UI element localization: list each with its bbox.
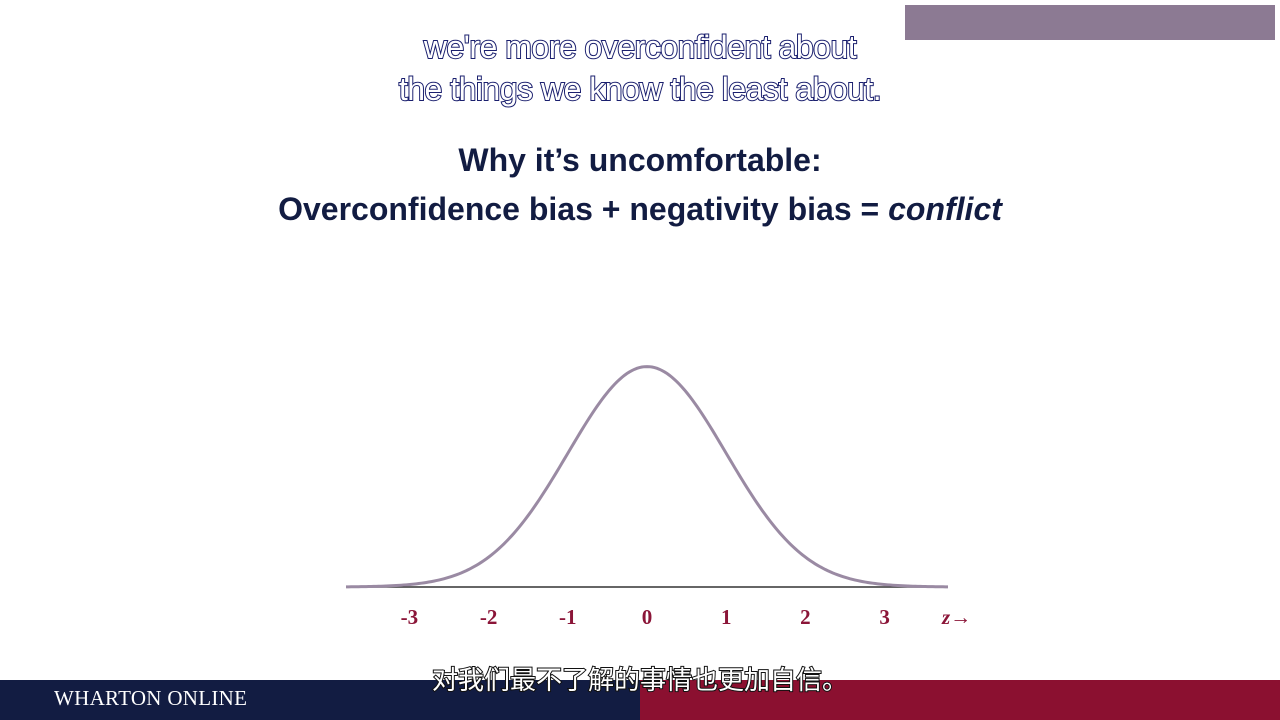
x-tick-label: 1 xyxy=(721,605,732,629)
x-tick-labels: -3 -2 -1 0 1 2 3 xyxy=(401,605,890,629)
density-curve xyxy=(345,365,949,589)
x-axis-label: z→ xyxy=(941,605,971,629)
heading-equation: Overconfidence bias + negativity bias = xyxy=(278,191,889,227)
x-tick-label: 2 xyxy=(800,605,811,629)
x-tick-label: 0 xyxy=(642,605,653,629)
heading-conflict-emphasis: conflict xyxy=(888,191,1002,227)
x-tick-label: 3 xyxy=(879,605,890,629)
x-tick-label: -1 xyxy=(559,605,577,629)
english-subtitle: we're more overconfident about the thing… xyxy=(340,26,940,110)
english-subtitle-line-1: we're more overconfident about xyxy=(423,28,858,66)
slide-heading-line-1: Why it’s uncomfortable: xyxy=(458,142,822,178)
english-subtitle-line-2: the things we know the least about. xyxy=(398,70,883,108)
wharton-online-logo: WHARTON ONLINE xyxy=(54,686,248,710)
footer-right-band xyxy=(640,680,1280,720)
normal-distribution-chart: -3 -2 -1 0 1 2 3 z→ xyxy=(345,365,971,629)
x-tick-label: -3 xyxy=(401,605,419,629)
chinese-subtitle: 对我们最不了解的事情也更加自信。 xyxy=(431,665,849,697)
top-overlay-bar xyxy=(905,5,1275,40)
slide-heading-line-2: Overconfidence bias + negativity bias = … xyxy=(0,191,1280,228)
x-tick-label: -2 xyxy=(480,605,498,629)
footer-left-band xyxy=(0,680,640,720)
